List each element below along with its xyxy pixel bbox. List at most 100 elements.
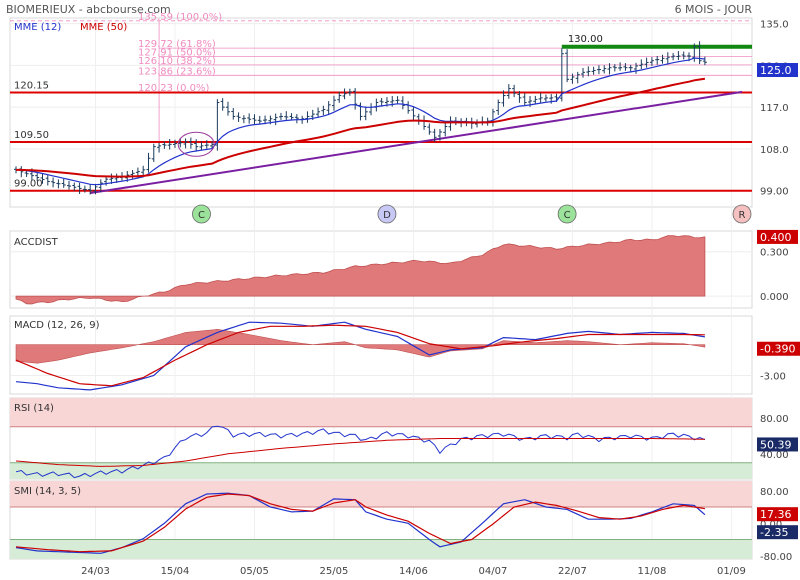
signal-marker <box>377 204 397 224</box>
rsi-overbought-zone <box>10 398 752 427</box>
highlight-ellipse <box>177 131 215 157</box>
fibonacci-label: 129.72 (61.8%) <box>138 39 216 50</box>
price-bar <box>263 115 268 125</box>
price-bar <box>72 182 77 192</box>
price-bar <box>692 43 697 62</box>
price-bar <box>676 51 681 61</box>
price-y-tick-label: 108.0 <box>760 145 789 156</box>
price-bar <box>331 95 336 111</box>
macd-line <box>15 321 706 391</box>
smi-signal-last-value: 17.36 <box>760 508 792 521</box>
fibonacci-label: 120.23 (0.0%) <box>138 83 209 94</box>
support-level-label: 120.15 <box>14 81 49 92</box>
price-bar <box>56 179 61 189</box>
price-bar <box>628 64 633 73</box>
smi-signal-line <box>15 493 705 553</box>
x-tick-label: 01/09 <box>717 566 746 577</box>
price-bar <box>538 92 543 103</box>
trend-line <box>90 90 743 195</box>
fibonacci-label: 126.10 (38.2%) <box>138 56 216 67</box>
price-bar <box>146 152 151 173</box>
price-bar <box>326 101 331 115</box>
price-bar <box>342 88 347 100</box>
price-bar <box>278 112 283 121</box>
smi-last-value: -2.35 <box>760 526 788 539</box>
price-bar <box>644 57 649 68</box>
signal-marker <box>732 204 752 224</box>
price-bar <box>66 181 71 190</box>
price-bar <box>607 63 612 75</box>
signal-marker-label: D <box>383 210 391 221</box>
price-bar <box>369 103 374 116</box>
signal-marker <box>557 204 577 224</box>
price-bar <box>655 56 660 65</box>
fibonacci-label: 135.59 (100.0%) <box>138 12 222 23</box>
price-bar <box>273 113 278 126</box>
x-tick-label: 11/08 <box>637 566 666 577</box>
price-bar <box>188 137 193 149</box>
price-bar <box>480 116 485 126</box>
price-bar <box>448 116 453 131</box>
price-bar <box>321 105 326 116</box>
price-bar <box>702 56 707 66</box>
legend-mme50: MME (50) <box>80 22 127 33</box>
rsi-last-value: 50.39 <box>760 438 792 451</box>
price-bar <box>432 128 437 143</box>
price-bar <box>225 101 230 116</box>
price-bar <box>395 96 400 104</box>
x-tick-label: 04/07 <box>479 566 508 577</box>
price-bar <box>241 115 246 124</box>
price-bar <box>61 178 66 188</box>
rsi-y-tick-label: 80.00 <box>760 414 789 425</box>
price-bar <box>416 113 421 125</box>
rsi-oversold-zone <box>10 462 752 479</box>
price-bar <box>257 115 262 125</box>
rsi-last-value-bg <box>757 437 798 452</box>
x-tick-label: 22/07 <box>558 566 587 577</box>
smi-line <box>15 492 706 554</box>
accdist-title: ACCDIST <box>14 237 59 248</box>
price-last-value-bg <box>757 63 798 78</box>
rsi-title: RSI (14) <box>14 403 54 414</box>
macd-last-value-bg <box>757 341 800 356</box>
price-bar <box>374 98 379 112</box>
price-bar <box>671 53 676 61</box>
smi-title: SMI (14, 3, 5) <box>14 486 81 497</box>
price-bar <box>634 62 639 74</box>
macd-y-tick-label: -3.00 <box>760 372 786 383</box>
price-bar <box>506 84 511 99</box>
price-bar <box>35 172 40 181</box>
price-y-tick-label: 99.00 <box>760 187 789 198</box>
x-tick-label: 24/03 <box>81 566 110 577</box>
smi-y-tick-label: -80.00 <box>760 552 792 563</box>
smi-oversold-zone <box>10 539 752 559</box>
price-bar <box>45 174 50 186</box>
price-y-tick-label: 117.0 <box>760 103 789 114</box>
price-bar <box>289 113 294 121</box>
smi-y-tick-label: 80.00 <box>760 487 789 498</box>
accdist-last-value-bg <box>757 229 798 244</box>
smi-y-tick-label: 0.00 <box>760 519 782 530</box>
price-bar <box>400 96 405 110</box>
fibonacci-label: 123.86 (23.6%) <box>138 66 216 77</box>
period-label: 6 MOIS - JOUR <box>674 3 752 16</box>
price-bar <box>93 183 98 195</box>
price-bar <box>172 139 177 148</box>
price-bar <box>77 182 82 194</box>
signal-marker-label: C <box>564 210 571 221</box>
price-bar <box>363 106 368 121</box>
price-bar <box>570 73 575 84</box>
price-bar <box>665 52 670 64</box>
resistance-level-label: 130.00 <box>568 34 603 45</box>
price-bar <box>512 84 517 98</box>
rsi-line <box>15 425 706 479</box>
price-bar <box>649 57 654 66</box>
price-bar <box>151 143 156 163</box>
signal-marker-label: C <box>198 210 205 221</box>
accdist-y-tick-label: 0.000 <box>760 292 789 303</box>
signal-marker-label: R <box>739 210 746 221</box>
price-bar <box>167 139 172 150</box>
mme12-line <box>15 57 705 186</box>
price-bar <box>697 41 702 65</box>
